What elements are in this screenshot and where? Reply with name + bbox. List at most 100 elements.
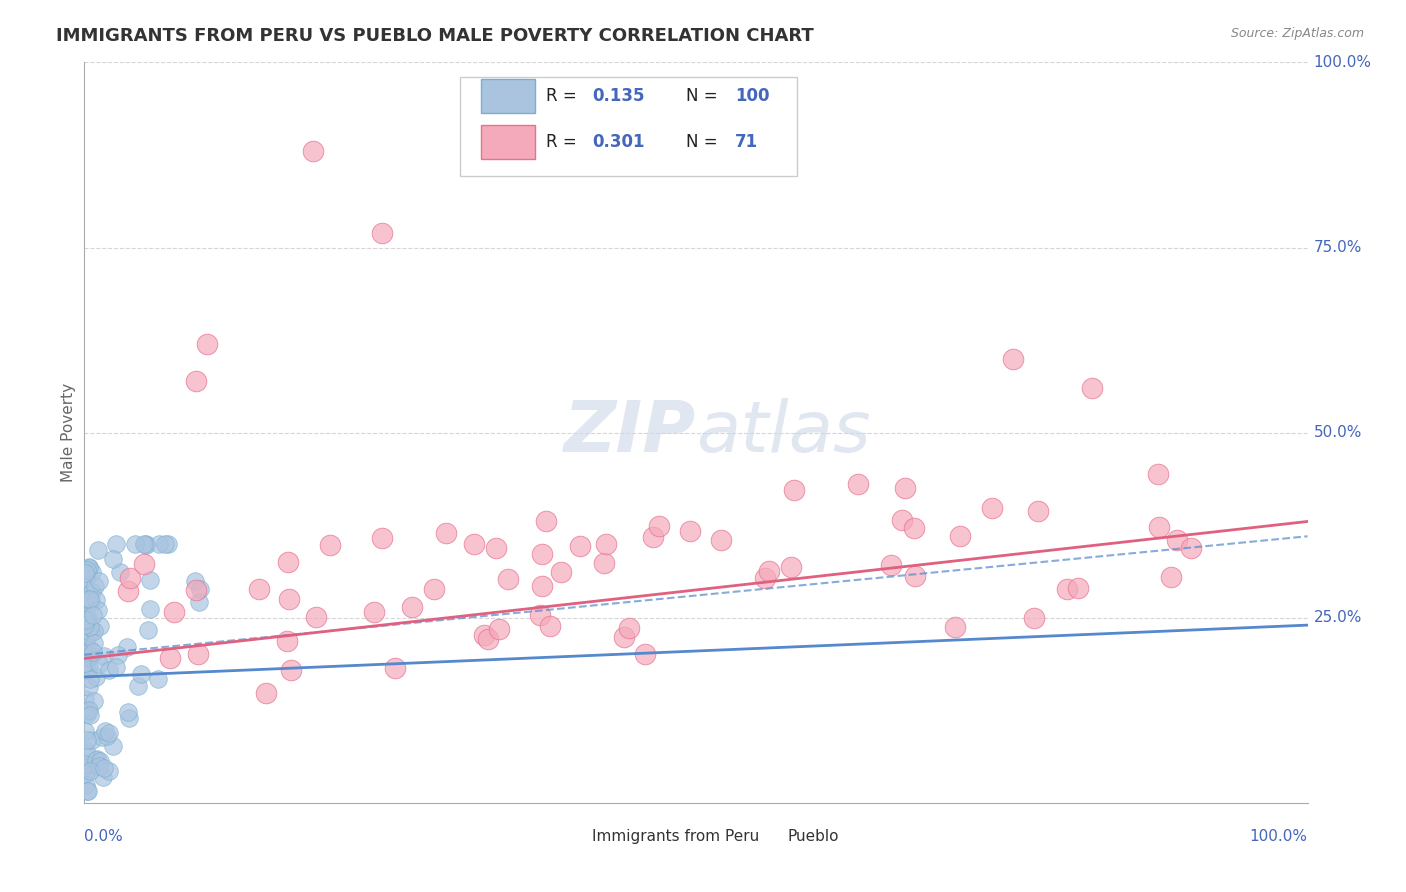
Point [84, 753, 107, 767]
Point [384, 661, 406, 675]
Point [195, 336, 218, 351]
FancyBboxPatch shape [748, 822, 786, 849]
Point [1180, 541, 1202, 555]
Point [277, 555, 299, 569]
Point [641, 530, 664, 544]
Point [79, 764, 101, 779]
Point [186, 582, 208, 597]
Point [83, 694, 105, 708]
Point [146, 673, 169, 687]
Point [76, 704, 98, 718]
Point [1147, 467, 1170, 482]
Point [120, 571, 142, 585]
Point [79, 592, 101, 607]
Point [1002, 351, 1025, 366]
Point [76, 612, 98, 626]
Point [159, 651, 181, 665]
Point [1160, 570, 1182, 584]
Point [894, 481, 917, 495]
Point [77, 680, 100, 694]
Point [783, 483, 806, 497]
Point [477, 632, 499, 646]
Point [710, 533, 733, 547]
Point [75, 691, 97, 706]
Point [595, 536, 617, 550]
Text: atlas: atlas [696, 398, 870, 467]
Point [129, 667, 152, 681]
Point [76, 784, 98, 798]
Point [132, 558, 155, 572]
Point [981, 501, 1004, 516]
Point [73, 646, 96, 660]
Point [84, 670, 107, 684]
Point [593, 556, 616, 570]
Point [780, 560, 803, 574]
Point [463, 537, 485, 551]
Point [301, 145, 323, 159]
Point [370, 532, 392, 546]
Point [79, 643, 101, 657]
Point [613, 630, 636, 644]
Point [135, 538, 157, 552]
Point [101, 739, 124, 753]
Point [648, 519, 671, 533]
Point [77, 659, 100, 673]
Point [98, 726, 121, 740]
Point [91, 731, 114, 745]
Point [1028, 504, 1050, 518]
Point [104, 660, 127, 674]
Point [115, 640, 138, 655]
Point [139, 601, 162, 615]
Point [79, 757, 101, 772]
Point [163, 605, 186, 619]
Point [80, 625, 103, 640]
Point [77, 758, 100, 772]
Point [107, 648, 129, 663]
Text: 71: 71 [735, 133, 758, 151]
Point [89, 759, 111, 773]
Point [84, 593, 107, 607]
Text: 0.301: 0.301 [592, 133, 644, 151]
Point [75, 767, 97, 781]
Point [83, 636, 105, 650]
Point [550, 565, 572, 579]
Point [93, 761, 115, 775]
Point [98, 663, 121, 677]
Point [124, 536, 146, 550]
Point [89, 618, 111, 632]
Point [280, 663, 302, 677]
Point [278, 591, 301, 606]
Point [1081, 381, 1104, 395]
Text: 25.0%: 25.0% [1313, 610, 1362, 625]
Point [73, 765, 96, 780]
Point [184, 574, 207, 589]
Point [76, 608, 98, 623]
Point [89, 754, 111, 768]
Point [96, 729, 118, 743]
Point [73, 746, 96, 760]
Point [136, 624, 159, 638]
Point [846, 477, 869, 491]
Point [254, 686, 277, 700]
Point [76, 645, 98, 659]
FancyBboxPatch shape [481, 125, 534, 159]
Point [80, 565, 103, 579]
Point [904, 569, 927, 583]
Point [77, 649, 100, 664]
Text: Immigrants from Peru: Immigrants from Peru [592, 829, 759, 844]
Point [97, 764, 120, 778]
Point [87, 574, 110, 588]
Point [75, 779, 97, 793]
Point [187, 595, 209, 609]
Point [617, 621, 640, 635]
Point [758, 564, 780, 578]
Point [891, 513, 914, 527]
Point [91, 770, 114, 784]
Point [80, 595, 103, 609]
Point [76, 706, 98, 721]
Point [75, 743, 97, 757]
Point [496, 572, 519, 586]
Y-axis label: Male Poverty: Male Poverty [60, 383, 76, 483]
Point [87, 543, 110, 558]
Point [148, 536, 170, 550]
